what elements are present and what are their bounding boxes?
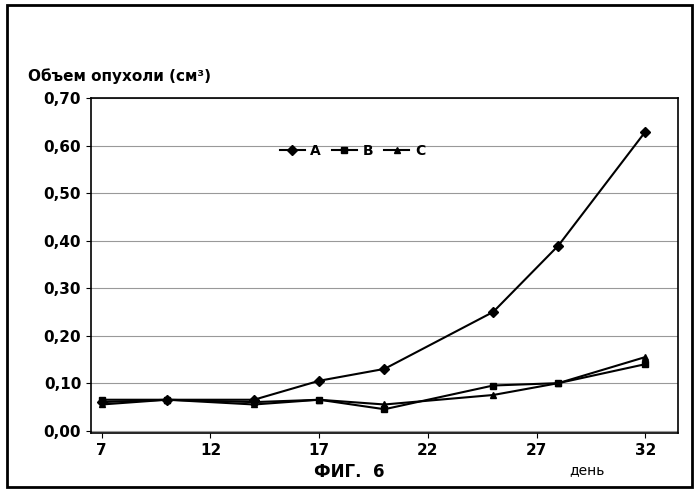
A [489, 309, 498, 315]
C [98, 401, 106, 407]
A [250, 397, 258, 402]
A [380, 366, 389, 372]
C [163, 397, 171, 402]
C [250, 401, 258, 407]
C [641, 354, 649, 360]
A [554, 243, 563, 248]
B [98, 397, 106, 402]
Text: Объем опухоли (см³): Объем опухоли (см³) [28, 68, 211, 84]
C [315, 397, 324, 402]
Text: ФИГ.  6: ФИГ. 6 [315, 463, 384, 481]
B [489, 383, 498, 389]
B [380, 406, 389, 412]
B [641, 361, 649, 367]
C [489, 392, 498, 398]
A [98, 399, 106, 405]
Line: B: B [99, 361, 649, 413]
Legend: A, B, C: A, B, C [274, 139, 431, 164]
B [554, 380, 563, 386]
C [554, 380, 563, 386]
B [250, 399, 258, 405]
A [315, 378, 324, 384]
Line: C: C [99, 354, 649, 408]
Line: A: A [99, 128, 649, 405]
B [315, 397, 324, 402]
A [641, 129, 649, 135]
Text: день: день [569, 463, 605, 478]
C [380, 401, 389, 407]
B [163, 397, 171, 402]
A [163, 397, 171, 402]
